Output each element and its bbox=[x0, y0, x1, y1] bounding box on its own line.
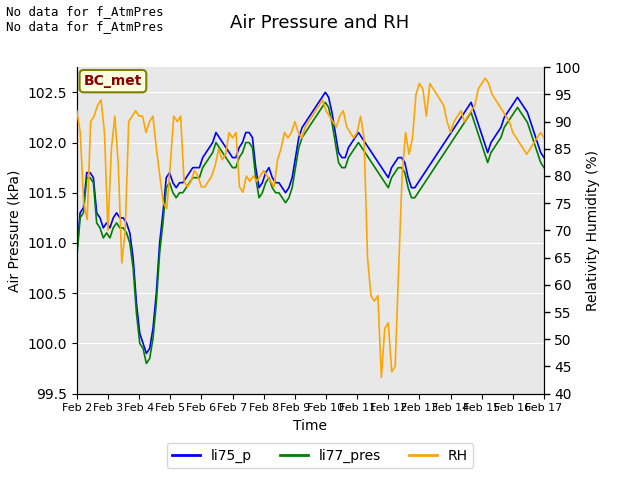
Text: Air Pressure and RH: Air Pressure and RH bbox=[230, 14, 410, 33]
Y-axis label: Relativity Humidity (%): Relativity Humidity (%) bbox=[586, 150, 600, 311]
Text: BC_met: BC_met bbox=[84, 74, 142, 88]
Text: No data for f_AtmPres
No data for f_AtmPres: No data for f_AtmPres No data for f_AtmP… bbox=[6, 5, 164, 33]
X-axis label: Time: Time bbox=[293, 419, 328, 433]
Legend: li75_p, li77_pres, RH: li75_p, li77_pres, RH bbox=[166, 443, 474, 468]
Y-axis label: Air Pressure (kPa): Air Pressure (kPa) bbox=[8, 169, 22, 291]
